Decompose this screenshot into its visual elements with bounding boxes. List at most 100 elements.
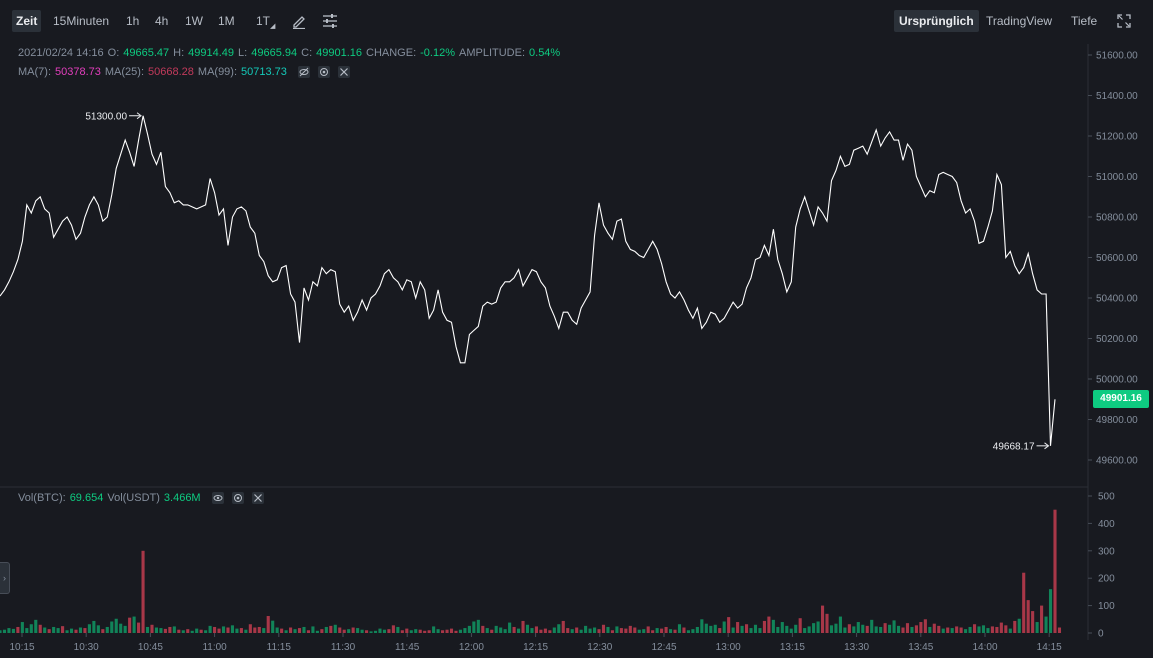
view-tab-depth[interactable]: Tiefe	[1071, 14, 1098, 28]
volume-bar	[807, 626, 811, 633]
vol-hide-button[interactable]	[211, 492, 224, 505]
volume-bar	[713, 624, 717, 633]
pencil-icon[interactable]	[291, 13, 307, 29]
volume-bar	[213, 626, 217, 633]
volume-bar	[740, 625, 744, 633]
volume-bar	[266, 616, 270, 633]
volume-bar	[1053, 509, 1057, 633]
volume-bar	[145, 626, 150, 633]
volume-bar	[959, 627, 963, 633]
volume-bar	[856, 622, 860, 633]
volume-bar	[311, 626, 315, 633]
volume-bar	[981, 625, 986, 633]
volume-bar	[543, 628, 547, 633]
volume-bar	[637, 629, 641, 633]
fullscreen-icon[interactable]	[1117, 14, 1131, 28]
interval-tab-zeit[interactable]: Zeit	[12, 10, 42, 32]
volume-bar	[780, 622, 784, 633]
ma-settings-button[interactable]	[317, 66, 330, 79]
interval-dropdown-1t[interactable]: 1T◢	[256, 10, 275, 32]
time-tick-label: 13:30	[844, 642, 869, 653]
volume-bar	[816, 621, 820, 633]
price-tick-label: 50000.00	[1096, 375, 1138, 386]
volume-bar	[217, 628, 221, 633]
open-value: 49665.47	[123, 47, 170, 59]
change-label: CHANGE:	[366, 47, 417, 59]
ma7-label: MA(7):	[18, 66, 51, 78]
volume-tick-label: 300	[1098, 546, 1115, 557]
volume-bar	[387, 629, 391, 633]
current-price-tag: 49901.16	[1093, 390, 1149, 408]
volume-bar	[937, 625, 941, 633]
volume-bar	[29, 624, 33, 633]
volume-bar	[414, 629, 418, 633]
view-tab-original[interactable]: Ursprünglich	[894, 10, 979, 32]
volume-bar	[972, 624, 977, 633]
volume-bar	[190, 630, 194, 633]
volume-bar	[628, 625, 632, 633]
volume-bar	[221, 626, 226, 633]
expand-handle[interactable]: ›	[0, 562, 10, 594]
time-tick-label: 10:15	[9, 642, 34, 653]
interval-tab-1h[interactable]: 1h	[126, 14, 140, 28]
volume-bar	[534, 626, 538, 633]
view-tab-tradingview[interactable]: TradingView	[986, 14, 1053, 28]
volume-bar	[409, 630, 413, 633]
volume-bar	[141, 550, 145, 633]
change-value: -0.12%	[420, 47, 455, 59]
volume-bar	[329, 625, 333, 633]
ma-hide-button[interactable]	[297, 66, 310, 79]
volume-bar	[105, 626, 109, 633]
ma-close-button[interactable]	[337, 66, 350, 79]
volume-tick-label: 100	[1098, 601, 1115, 612]
volume-bar	[986, 628, 990, 633]
settings-sliders-icon[interactable]	[322, 14, 338, 28]
volume-bar	[432, 626, 436, 633]
volume-bar	[253, 627, 257, 633]
volume-bar	[852, 626, 856, 633]
amplitude-label: AMPLITUDE:	[459, 47, 526, 59]
volume-bar	[838, 616, 842, 633]
time-tick-label: 13:15	[780, 642, 805, 653]
volume-bar	[458, 629, 462, 633]
volume-bar	[467, 625, 471, 633]
close-icon	[253, 494, 262, 503]
volume-bar	[727, 617, 731, 633]
vol-settings-button[interactable]	[231, 492, 244, 505]
interval-tab-1m[interactable]: 1M	[218, 14, 235, 28]
interval-tab-15min[interactable]: 15Minuten	[53, 14, 110, 28]
volume-bar	[78, 627, 83, 633]
volume-bar	[271, 620, 275, 633]
volume-bar	[521, 620, 525, 633]
ma-info-row: MA(7): 50378.73 MA(25): 50668.28 MA(99): 5071…	[18, 66, 354, 79]
ohlc-info-row: 2021/02/24 14:16 O: 49665.47 H: 49914.49 L: 49…	[18, 47, 564, 59]
volume-bar	[119, 623, 123, 633]
volume-bar	[92, 620, 96, 633]
interval-tab-4h[interactable]: 4h	[155, 14, 169, 28]
ohlc-date: 2021/02/24 14:16	[18, 47, 104, 59]
volume-bar	[601, 624, 606, 633]
volume-bar	[405, 628, 409, 633]
amplitude-value: 0.54%	[529, 47, 561, 59]
price-tick-label: 50400.00	[1096, 294, 1138, 305]
interval-tab-1w[interactable]: 1W	[185, 14, 203, 28]
volume-bar	[101, 629, 105, 633]
volume-bar	[990, 626, 994, 633]
volume-bar	[673, 629, 677, 633]
volume-bar	[52, 626, 56, 633]
high-value: 49914.49	[188, 47, 235, 59]
volume-bar	[968, 626, 972, 633]
volume-bar	[557, 624, 561, 633]
volume-bar	[1040, 605, 1044, 633]
volume-bar	[186, 629, 190, 633]
volume-bar	[624, 628, 628, 633]
volume-bar	[110, 621, 114, 633]
volume-bar	[0, 630, 2, 633]
volume-bar	[682, 627, 686, 633]
volume-bar	[351, 627, 355, 633]
volume-bar	[709, 625, 713, 633]
volume-bar	[400, 630, 404, 633]
volume-bar	[660, 628, 664, 633]
vol-close-button[interactable]	[251, 492, 264, 505]
